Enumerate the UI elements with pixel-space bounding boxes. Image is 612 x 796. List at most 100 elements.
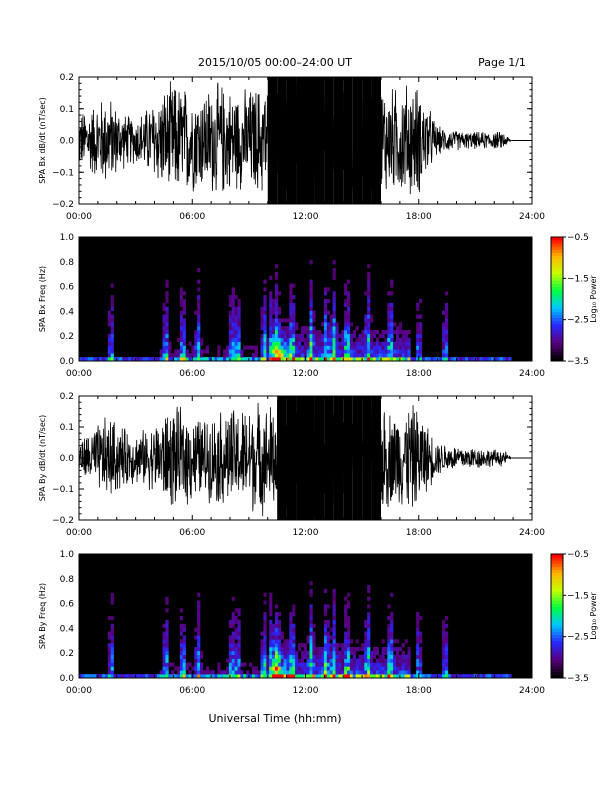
spectrogram-cell [355,639,359,644]
spectrogram-cell [191,353,195,358]
spectrogram-cell [381,341,385,346]
colorbar-tick-label: −0.5 [567,233,589,243]
spectrogram-cell [266,670,270,675]
spectrogram-cell [358,357,362,362]
spectrogram-cell [263,592,267,597]
saturated-segment [324,396,334,520]
spectrogram-cell [468,674,472,679]
spectrogram-cell [110,647,114,652]
spectrogram-cell [352,647,356,652]
spectrogram-cell [344,612,348,617]
spectrogram-cell [306,349,310,354]
spectrogram-cell [338,650,342,656]
x-tick-label: 12:00 [293,528,319,538]
spectrogram-cell [231,306,235,311]
spectrogram-cell [341,647,345,652]
timeseries-panel-1: 00:00 06:00 12:00 18:00 24:00−0.2−0.10.00.10… [38,73,545,222]
spectrogram-cell [127,357,132,362]
spectrogram-cell [269,627,273,632]
spectrogram-cell [367,654,371,659]
spectrogram-cell [162,333,166,339]
spectrogram-cell [286,666,290,671]
spectrogram-cell [312,330,316,335]
spectrogram-cell [355,353,359,358]
spectrogram-cell [401,341,405,346]
spectrogram-cell [179,291,184,296]
spectrogram-cell [260,314,264,319]
spectrogram-cell [269,341,273,346]
colorbar-swatch [551,342,563,346]
spectrogram-cell [286,326,290,331]
spectrogram-cell [286,639,290,644]
spectrogram-cell [364,670,368,675]
spectrogram-cell [162,662,166,667]
spectrogram-cell [390,612,394,617]
spectrogram-cell [321,654,325,659]
spectrogram-cell [283,326,287,331]
spectrogram-cell [272,349,276,354]
spectrogram-cell [312,333,316,339]
spectrogram-cell [107,674,111,679]
spectrogram-cell [404,670,408,675]
spectrogram-cell [263,326,267,331]
spectrogram-cell [231,616,235,621]
spectrogram-cell [390,341,394,346]
spectrogram-cell [277,349,282,354]
spectrogram-cell [107,647,111,652]
spectrogram-cell [280,650,284,656]
spectrogram-cell [200,654,204,659]
spectrogram-cell [344,616,348,621]
spectrogram-cell [277,337,282,342]
spectrogram-cell [344,299,348,304]
y-tick-label: 1.0 [60,550,75,560]
spectrogram-cell [110,592,114,597]
spectrogram-cell [289,310,293,315]
spectrogram-cell [442,654,446,659]
spectrogram-cell [344,349,348,354]
spectrogram-cell [292,314,296,319]
spectrogram-cell [272,654,276,659]
y-tick-label: 0.0 [60,454,75,464]
spectrogram-cell [260,631,264,636]
spectrogram-cell [387,627,391,632]
spectrogram-cell [390,337,394,342]
spectrogram-cell [165,674,169,679]
spectrogram-cell [194,627,198,632]
spectrogram-cell [401,674,405,679]
spectrogram-cell [298,647,302,652]
spectrogram-cell [416,353,420,358]
spectrogram-cell [444,291,449,296]
spectrogram-cell [393,654,397,659]
spectrogram-cell [309,627,313,632]
spectrogram-cell [220,674,224,679]
spectrogram-cell [280,353,284,358]
spectrogram-cell [225,674,230,679]
colorbar-swatch [551,665,563,670]
spectrogram-cell [292,326,296,331]
spectrogram-cell [231,337,235,342]
spectrogram-cell [197,592,201,597]
spectrogram-cell [274,314,279,319]
x-tick-label: 12:00 [293,212,319,222]
colorbar-swatch [551,650,563,654]
spectrogram-cell [318,345,322,350]
spectrogram-cell [188,674,192,679]
y-tick-label: 0.8 [60,575,75,585]
spectrogram-cell [286,345,290,350]
spectrogram-cell [404,357,408,362]
spectrogram-cell [200,341,204,346]
spectrogram-cell [263,337,267,342]
spectrogram-cell [277,627,282,632]
spectrogram-cell [444,650,449,656]
spectrogram-cell [260,654,264,659]
spectrogram-cell [289,623,293,628]
spectrogram-cell [260,639,264,644]
spectrogram-cell [395,345,400,350]
spectrogram-cell [277,612,282,617]
spectrogram-cell [194,650,198,656]
spectrogram-cell [277,639,282,644]
spectrogram-cell [384,647,388,652]
y-tick-label: 0.0 [60,137,75,147]
spectrogram-cell [228,314,233,319]
spectrogram-cell [234,650,238,656]
